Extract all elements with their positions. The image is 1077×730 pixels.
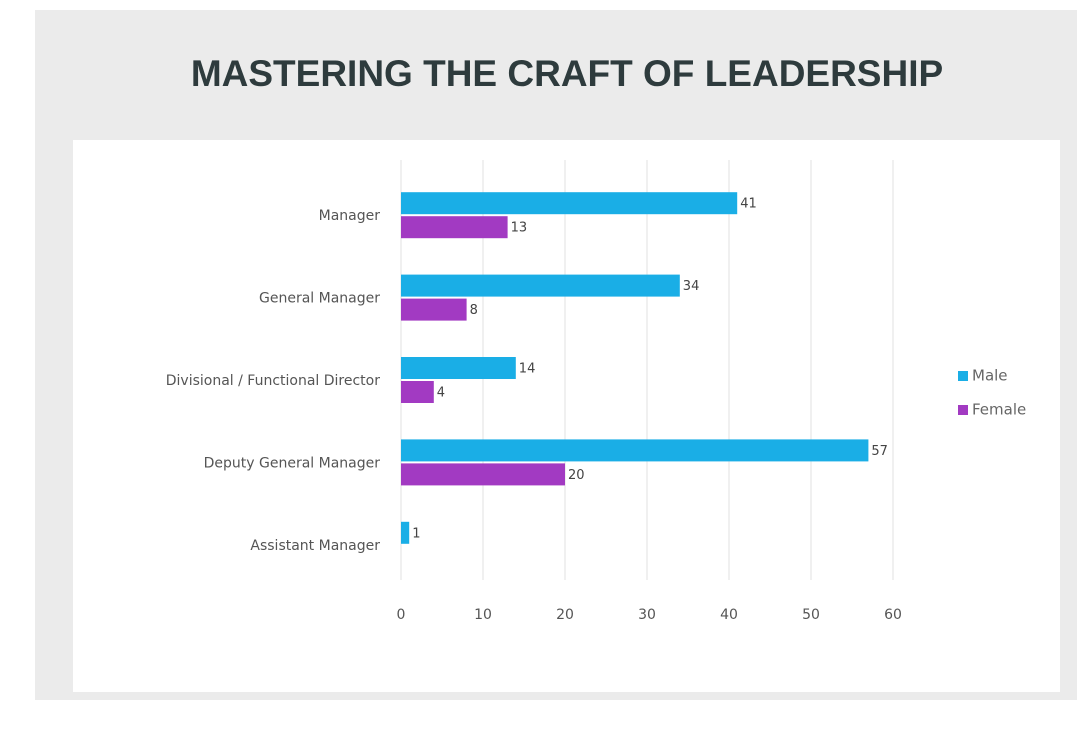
- x-tick-label: 30: [638, 607, 656, 623]
- y-tick-label: General Manager: [259, 291, 380, 307]
- x-tick-label: 60: [884, 607, 902, 623]
- legend-label: Female: [972, 401, 1026, 419]
- bar: [401, 381, 434, 403]
- x-tick-label: 10: [474, 607, 492, 623]
- bar: [401, 274, 680, 297]
- data-label: 34: [683, 279, 700, 294]
- data-label: 13: [511, 221, 528, 236]
- data-label: 1: [412, 526, 420, 541]
- y-tick-label: Deputy General Manager: [204, 455, 381, 471]
- bar: [401, 439, 869, 462]
- legend-swatch: [958, 405, 968, 415]
- bar: [401, 521, 410, 544]
- chart-area: [73, 140, 1060, 692]
- data-label: 57: [871, 444, 888, 459]
- bar: [401, 298, 467, 321]
- y-tick-label: Assistant Manager: [250, 538, 380, 554]
- bar: [401, 463, 565, 486]
- y-tick-label: Manager: [319, 208, 381, 224]
- bar: [401, 216, 508, 239]
- chart-title: MASTERING THE CRAFT OF LEADERSHIP: [191, 53, 943, 94]
- x-tick-label: 0: [397, 607, 406, 623]
- x-tick-label: 40: [720, 607, 738, 623]
- x-tick-label: 50: [802, 607, 820, 623]
- legend-label: Male: [972, 367, 1008, 385]
- bar: [401, 357, 516, 379]
- data-label: 14: [519, 362, 536, 377]
- bar: [401, 192, 738, 215]
- data-label: 41: [740, 197, 757, 212]
- data-label: 20: [568, 468, 585, 483]
- x-tick-label: 20: [556, 607, 574, 623]
- data-label: 8: [470, 303, 478, 318]
- y-tick-label: Divisional / Functional Director: [166, 373, 381, 389]
- legend-swatch: [958, 371, 968, 381]
- data-label: 4: [437, 386, 445, 401]
